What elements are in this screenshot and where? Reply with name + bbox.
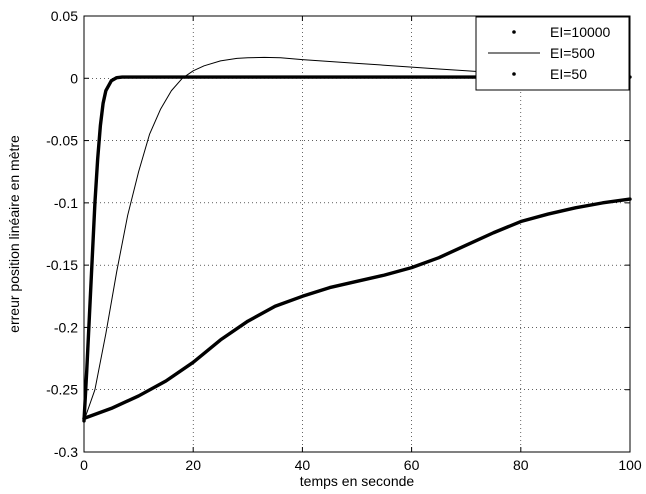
x-tick-label: 40	[295, 457, 311, 473]
y-tick-label: -0.25	[46, 382, 78, 398]
legend-label-2: EI=500	[550, 45, 595, 61]
y-tick-label: -0.15	[46, 257, 78, 273]
x-axis-label: temps en seconde	[300, 473, 415, 489]
plot-frame	[83, 15, 631, 453]
y-tick-label: 0	[70, 70, 78, 86]
legend-label-1: EI=10000	[550, 24, 611, 40]
x-tick-label: 20	[185, 457, 201, 473]
legend-marker-1	[512, 30, 516, 34]
series-line-1	[82, 75, 632, 423]
x-tick-label: 60	[404, 457, 420, 473]
x-tick-label: 0	[80, 457, 88, 473]
legend-marker-3	[512, 72, 516, 76]
y-tick-label: 0.05	[51, 8, 78, 24]
y-tick-label: -0.05	[46, 133, 78, 149]
y-axis-label: erreur position linéaire en mètre	[6, 135, 22, 333]
axis-ticks: 0 20 40 60 80 100 -0.3 -0.25 -0.2 -0.15 -0.1 -0.05 0…	[46, 8, 642, 473]
y-tick-label: -0.3	[54, 444, 78, 460]
x-tick-label: 100	[618, 457, 642, 473]
y-tick-label: -0.1	[54, 195, 78, 211]
x-tick-label: 80	[513, 457, 529, 473]
legend-label-3: EI=50	[550, 66, 587, 82]
legend: EI=10000 EI=500 EI=50	[475, 16, 630, 91]
series-line-3	[82, 197, 632, 421]
y-tick-label: -0.2	[54, 319, 78, 335]
